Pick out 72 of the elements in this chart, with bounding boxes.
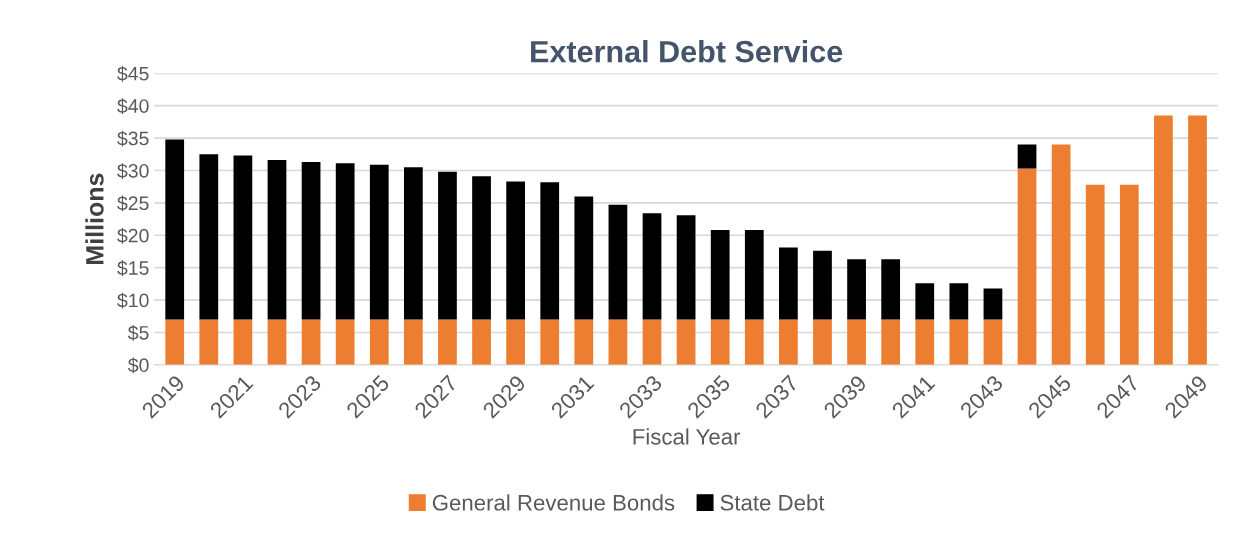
bar — [165, 319, 185, 365]
bar — [165, 139, 185, 320]
y-tick-label: $10 — [117, 292, 149, 309]
bar — [403, 319, 423, 365]
bar — [881, 319, 901, 365]
bar — [744, 230, 764, 320]
bar — [301, 162, 321, 320]
bar — [335, 319, 355, 365]
y-tick-label: $40 — [117, 98, 149, 115]
bar — [983, 319, 1003, 365]
bar — [506, 319, 526, 365]
bar — [403, 167, 423, 320]
bar — [1017, 144, 1037, 169]
bar — [267, 160, 287, 320]
bar — [1051, 144, 1071, 365]
y-tick-label: $0 — [127, 357, 149, 374]
bar — [642, 213, 662, 320]
bar — [472, 176, 491, 320]
legend-label: General Revenue Bonds — [432, 494, 675, 511]
y-axis-title: Millions — [85, 173, 104, 264]
bar — [915, 319, 935, 365]
y-tick-label: $20 — [117, 227, 149, 244]
bar — [267, 319, 287, 365]
bar — [540, 319, 560, 365]
bar — [983, 288, 1003, 320]
bar — [301, 319, 321, 365]
bar — [744, 319, 764, 365]
bar — [949, 319, 969, 365]
bar — [335, 163, 355, 320]
y-tick-label: $30 — [117, 163, 149, 179]
bar — [710, 230, 730, 320]
bar — [438, 171, 457, 320]
bar — [676, 319, 696, 365]
bar — [574, 196, 594, 320]
y-tick-label: $45 — [117, 65, 149, 82]
bar — [608, 319, 628, 365]
bar — [233, 155, 253, 320]
x-axis-title: Fiscal Year — [633, 428, 741, 445]
bar — [779, 319, 798, 365]
bar — [472, 319, 491, 365]
y-tick-label: $15 — [117, 260, 149, 277]
bar — [779, 247, 798, 320]
bar — [1119, 184, 1139, 365]
legend-label: State Debt — [720, 494, 825, 511]
bar — [438, 319, 457, 365]
bar — [1017, 168, 1037, 365]
bar — [676, 215, 696, 320]
bar — [949, 283, 969, 320]
bar — [710, 319, 730, 365]
bar — [847, 259, 866, 320]
chart-title: External Debt Service — [531, 40, 843, 63]
bar — [915, 283, 935, 320]
bar — [199, 154, 219, 320]
y-tick-label: $5 — [127, 325, 149, 341]
bar — [540, 182, 560, 320]
bar — [1154, 115, 1173, 365]
bar — [233, 319, 253, 365]
bar — [1085, 184, 1105, 365]
bar — [813, 319, 832, 365]
bar — [642, 319, 662, 365]
bar — [506, 181, 526, 320]
bar — [813, 250, 832, 320]
bar — [199, 319, 219, 365]
bar — [608, 204, 628, 320]
bar — [1188, 115, 1207, 365]
y-tick-label: $35 — [117, 130, 149, 147]
bar — [369, 164, 389, 320]
bar — [574, 319, 594, 365]
bar — [847, 319, 866, 365]
bar — [369, 319, 389, 365]
bar — [881, 259, 901, 320]
y-tick-label: $25 — [117, 195, 149, 212]
